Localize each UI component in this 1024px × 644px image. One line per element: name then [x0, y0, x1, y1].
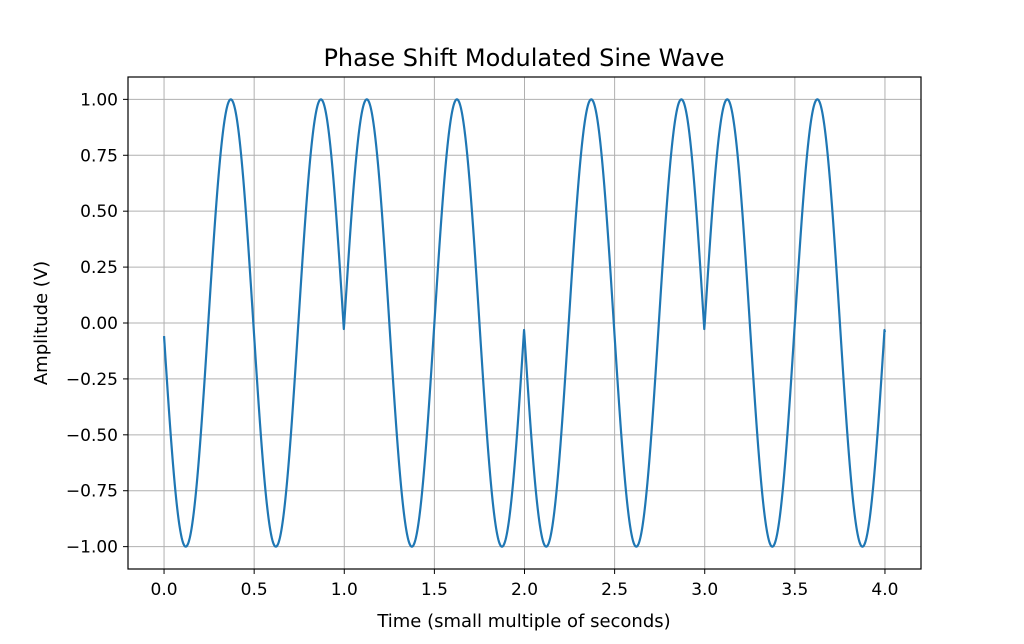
- y-tick-label: −0.75: [66, 482, 118, 502]
- x-tick-label: 2.0: [511, 580, 538, 600]
- y-axis-ticks: 1.00 0.75 0.50 0.25 0.00 −0.25 −0.50 −0.75 −1.00: [66, 90, 128, 558]
- y-tick-label: 1.00: [80, 90, 118, 110]
- series-layer: [162, 98, 887, 548]
- x-tick-label: 0.0: [151, 580, 178, 600]
- x-tick-label: 1.5: [421, 580, 448, 600]
- x-tick-label: 4.0: [871, 580, 898, 600]
- y-tick-label: 0.25: [80, 258, 118, 278]
- y-tick-label: 0.50: [80, 202, 118, 222]
- x-axis-label: Time (small multiple of seconds): [376, 611, 670, 632]
- y-tick-label: 0.00: [80, 314, 118, 334]
- x-tick-label: 0.5: [241, 580, 268, 600]
- x-tick-label: 2.5: [601, 580, 628, 600]
- y-tick-label: 0.75: [80, 146, 118, 166]
- y-axis-label: Amplitude (V): [31, 261, 52, 385]
- x-tick-label: 1.0: [331, 580, 358, 600]
- x-axis-ticks: 0.0 0.5 1.0 1.5 2.0 2.5 3.0 3.5 4.0: [151, 569, 898, 600]
- x-tick-label: 3.0: [691, 580, 718, 600]
- y-tick-label: −0.50: [66, 426, 118, 446]
- chart-title: Phase Shift Modulated Sine Wave: [323, 44, 724, 72]
- x-tick-label: 3.5: [781, 580, 808, 600]
- signal-series-line: [162, 98, 887, 548]
- y-tick-label: −0.25: [66, 370, 118, 390]
- y-tick-label: −1.00: [66, 538, 118, 558]
